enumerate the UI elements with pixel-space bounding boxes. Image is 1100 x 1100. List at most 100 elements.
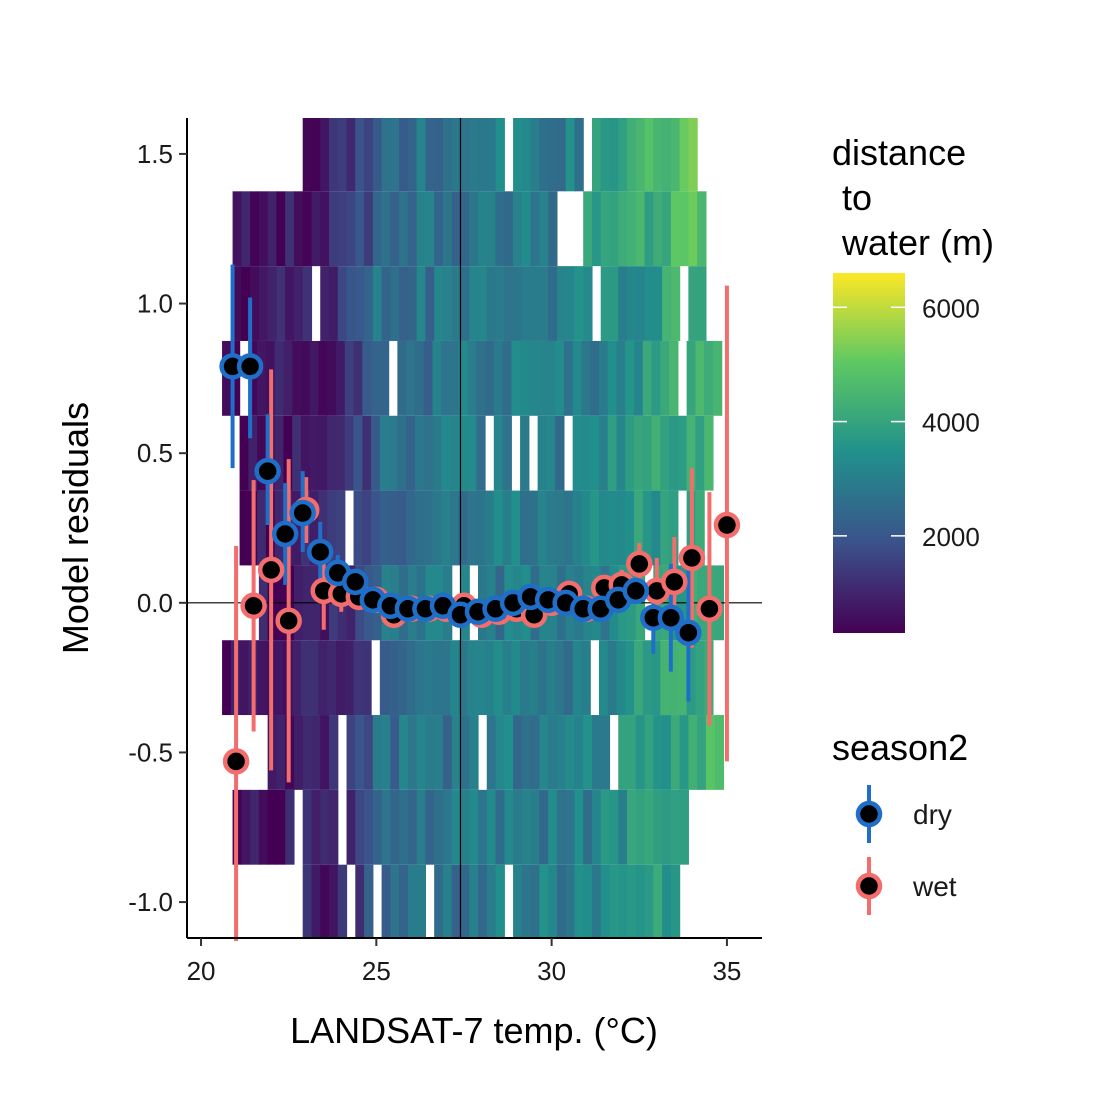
heatmap-cell — [399, 191, 409, 267]
heatmap-cell — [591, 789, 602, 865]
heatmap-cell — [530, 118, 540, 192]
heatmap-cell — [598, 490, 609, 566]
heatmap-cell — [537, 640, 547, 716]
x-tick-label: 35 — [712, 956, 741, 986]
heatmap-cell — [705, 715, 716, 790]
heatmap-cell — [451, 266, 462, 341]
heatmap-cell — [222, 340, 232, 416]
heatmap-cell — [239, 640, 249, 716]
heatmap-cell — [250, 191, 260, 267]
heatmap-cell — [493, 415, 504, 491]
heatmap-cell — [302, 118, 313, 192]
heatmap-cell — [642, 415, 653, 491]
heatmap-cell — [364, 789, 374, 865]
heatmap-cell — [372, 191, 383, 267]
heatmap-cell — [686, 415, 696, 491]
heatmap-cell — [397, 640, 407, 716]
heatmap-cell — [502, 490, 512, 566]
heatmap-cell — [467, 640, 477, 716]
heatmap-cell — [583, 266, 593, 341]
heatmap-cell — [486, 118, 497, 192]
heatmap-cell — [276, 715, 286, 790]
heatmap-cell — [686, 340, 696, 416]
heatmap-cell — [563, 490, 574, 566]
heatmap-cell — [399, 864, 409, 938]
heatmap-cell — [451, 864, 462, 938]
heatmap-cell — [565, 789, 576, 865]
heatmap-cell — [670, 789, 681, 865]
heatmap-cell — [581, 640, 591, 716]
heatmap-cell — [300, 415, 311, 491]
heatmap-cell — [660, 340, 670, 416]
heatmap-cell — [353, 415, 363, 491]
heatmap-cell — [563, 340, 574, 416]
heatmap-cell — [660, 415, 670, 491]
heatmap-cell — [267, 266, 278, 341]
heatmap-cell — [607, 640, 618, 716]
heatmap-cell — [337, 266, 348, 341]
heatmap-cell — [556, 266, 567, 341]
heatmap-cell — [329, 715, 339, 790]
legend-label-dry: dry — [913, 799, 952, 830]
heatmap-cell — [285, 789, 295, 865]
heatmap-cell — [670, 191, 681, 267]
heatmap-cell — [434, 864, 444, 938]
heatmap-cell — [302, 864, 313, 938]
heatmap-cell — [441, 640, 451, 716]
heatmap-cell — [458, 415, 469, 491]
heatmap-cell — [618, 266, 628, 341]
heatmap-cell — [618, 789, 628, 865]
heatmap-cell — [485, 640, 495, 716]
heatmap-cell — [329, 191, 339, 267]
heatmap-cell — [695, 415, 705, 491]
heatmap-cell — [327, 340, 337, 416]
heatmap-cell — [274, 640, 285, 716]
heatmap-cell — [344, 415, 355, 491]
heatmap-cell — [293, 266, 304, 341]
heatmap-cell — [485, 490, 495, 566]
heatmap-cell — [609, 789, 619, 865]
heatmap-cell — [513, 118, 523, 192]
heatmap-cell — [406, 640, 416, 716]
heatmap-cell — [697, 266, 707, 341]
heatmap-cell — [697, 715, 707, 790]
heatmap-cell — [669, 640, 679, 716]
heatmap-cell — [537, 490, 547, 566]
heatmap-cell — [337, 118, 348, 192]
point-dry — [236, 353, 264, 380]
x-tick-label: 30 — [537, 956, 566, 986]
heatmap-cell — [250, 266, 260, 341]
heatmap-cell — [635, 191, 646, 267]
point-wet — [678, 544, 706, 572]
heatmap-cell — [572, 340, 583, 416]
heatmap-cell — [458, 640, 469, 716]
heatmap-cell — [591, 191, 602, 267]
heatmap-cell — [274, 415, 285, 491]
heatmap-cell — [556, 715, 567, 790]
heatmap-cell — [627, 118, 637, 192]
heatmap-cell — [283, 415, 293, 491]
heatmap-cell — [574, 118, 584, 192]
point-wet — [713, 511, 741, 539]
heatmap-cell — [336, 640, 346, 716]
heatmap-cell — [513, 789, 523, 865]
heatmap-cell — [591, 715, 602, 790]
heatmap-cell — [528, 640, 539, 716]
heatmap-cell — [634, 340, 644, 416]
heatmap-cell — [406, 415, 416, 491]
heatmap-cell — [478, 266, 488, 341]
heatmap-cell — [327, 415, 337, 491]
heatmap-cell — [320, 266, 330, 341]
heatmap-cell — [688, 266, 698, 341]
heatmap-cell — [293, 715, 304, 790]
heatmap-cell — [390, 118, 400, 192]
heatmap-cell — [442, 191, 453, 267]
heatmap-cell — [670, 266, 681, 341]
heatmap-cell — [293, 191, 304, 267]
heatmap-cell — [521, 191, 532, 267]
heatmap-cell — [320, 191, 330, 267]
heatmap-cell — [311, 789, 321, 865]
heatmap-cell — [669, 340, 679, 416]
heatmap-cell — [513, 191, 523, 267]
point-wet — [257, 556, 285, 584]
